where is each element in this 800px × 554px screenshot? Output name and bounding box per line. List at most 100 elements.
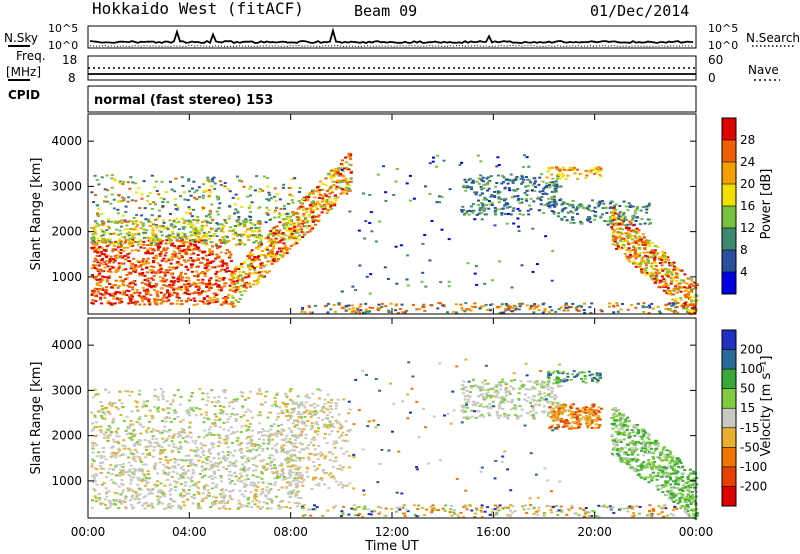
scatter-cell bbox=[176, 280, 180, 283]
scatter-cell bbox=[695, 283, 699, 285]
scatter-cell bbox=[228, 464, 232, 467]
scatter-cell bbox=[197, 291, 201, 294]
scatter-cell bbox=[112, 481, 116, 484]
scatter-cell bbox=[158, 215, 161, 218]
scatter-cell bbox=[121, 491, 124, 494]
scatter-cell bbox=[133, 460, 137, 463]
scatter-cell bbox=[575, 212, 579, 215]
scatter-cell bbox=[234, 289, 238, 292]
scatter-cell bbox=[257, 190, 261, 193]
scatter-cell bbox=[328, 192, 332, 195]
scatter-cell bbox=[251, 260, 255, 263]
scatter-cell bbox=[207, 475, 211, 478]
scatter-cell bbox=[150, 242, 154, 245]
scatter-cell bbox=[314, 223, 317, 226]
scatter-cell bbox=[591, 210, 595, 212]
scatter-cell bbox=[129, 294, 133, 296]
scatter-cell bbox=[181, 437, 185, 440]
scatter-cell bbox=[212, 463, 216, 466]
scatter-cell bbox=[185, 276, 189, 279]
scatter-cell bbox=[113, 452, 117, 455]
scatter-cell bbox=[130, 410, 134, 413]
scatter-cell bbox=[261, 472, 264, 475]
scatter-cell bbox=[133, 271, 137, 273]
scatter-cell bbox=[629, 237, 633, 240]
scatter-cell bbox=[159, 271, 163, 274]
scatter-cell bbox=[122, 199, 126, 202]
scatter-cell bbox=[154, 218, 158, 221]
scatter-cell bbox=[160, 287, 163, 290]
scatter-cell bbox=[168, 493, 172, 496]
scatter-cell bbox=[113, 221, 117, 224]
scatter-cell bbox=[466, 185, 470, 188]
scatter-cell bbox=[648, 244, 651, 247]
scatter-cell bbox=[262, 501, 266, 504]
scatter-cell bbox=[293, 177, 297, 180]
scatter-cell bbox=[260, 270, 264, 273]
scatter-cell bbox=[121, 262, 125, 265]
scatter-cell bbox=[193, 238, 197, 241]
scatter-cell bbox=[674, 268, 678, 271]
scatter-cell bbox=[167, 259, 171, 262]
scatter-cell bbox=[274, 450, 278, 453]
scatter-cell bbox=[228, 190, 232, 193]
scatter-cell bbox=[613, 229, 617, 232]
scatter-cell bbox=[193, 191, 197, 194]
scatter-cell bbox=[193, 442, 197, 445]
scatter-cell bbox=[228, 460, 232, 463]
scatter-cell bbox=[461, 205, 465, 208]
scatter-cell bbox=[211, 446, 215, 449]
scatter-cell bbox=[108, 258, 112, 260]
scatter-cell bbox=[557, 185, 561, 188]
scatter-cell bbox=[302, 198, 306, 200]
scatter-cell bbox=[516, 217, 520, 220]
scatter-cell bbox=[306, 396, 310, 399]
scatter-cell bbox=[253, 268, 257, 271]
scatter-cell bbox=[141, 272, 145, 274]
scatter-cell bbox=[207, 456, 210, 458]
scatter-cell bbox=[466, 210, 470, 213]
scatter-cell bbox=[243, 470, 247, 473]
scatter-cell bbox=[96, 278, 99, 281]
scatter-cell bbox=[129, 464, 133, 467]
scatter-cell bbox=[560, 210, 564, 213]
scatter-cell bbox=[300, 308, 304, 311]
scatter-cell bbox=[463, 178, 467, 181]
scatter-cell bbox=[145, 446, 149, 448]
scatter-cell bbox=[159, 298, 163, 301]
scatter-cell bbox=[165, 465, 169, 468]
scatter-cell bbox=[273, 232, 277, 235]
scatter-cell bbox=[589, 209, 593, 212]
scatter-cell bbox=[338, 174, 341, 177]
scatter-cell bbox=[329, 308, 333, 311]
scatter-cell bbox=[279, 501, 282, 504]
scatter-cell bbox=[209, 452, 212, 455]
scatter-cell bbox=[365, 275, 369, 278]
scatter-cell bbox=[150, 492, 154, 495]
scatter-cell bbox=[256, 222, 260, 225]
scatter-cell bbox=[225, 249, 229, 251]
scatter-cell bbox=[675, 305, 679, 308]
scatter-cell bbox=[620, 237, 624, 240]
scatter-cell bbox=[308, 193, 312, 196]
scatter-cell bbox=[619, 231, 623, 234]
scatter-cell bbox=[631, 262, 635, 265]
scatter-cell bbox=[670, 304, 674, 307]
scatter-cell bbox=[247, 274, 251, 276]
power-scatter bbox=[90, 152, 699, 316]
scatter-cell bbox=[633, 240, 637, 243]
scatter-cell bbox=[259, 507, 263, 510]
scatter-cell bbox=[334, 194, 337, 197]
scatter-cell bbox=[206, 260, 210, 263]
scatter-cell bbox=[148, 441, 152, 444]
scatter-cell bbox=[245, 458, 249, 460]
scatter-cell bbox=[231, 431, 235, 434]
scatter-cell bbox=[112, 207, 116, 210]
scatter-cell bbox=[318, 189, 322, 192]
scatter-cell bbox=[543, 192, 547, 195]
scatter-cell bbox=[692, 295, 696, 298]
scatter-cell bbox=[316, 215, 320, 218]
scatter-cell bbox=[208, 296, 212, 299]
scatter-cell bbox=[181, 488, 185, 491]
scatter-cell bbox=[329, 169, 333, 172]
